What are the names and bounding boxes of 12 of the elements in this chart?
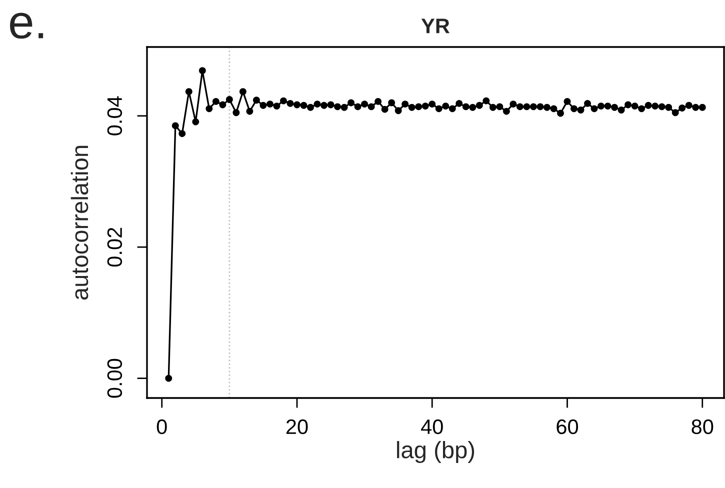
x-tick-label: 0 <box>156 419 167 434</box>
x-axis-title: lag (bp) <box>397 441 474 464</box>
text: e. <box>10 12 44 39</box>
x-tick-label: 60 <box>556 419 578 434</box>
y-axis-title: autocorrelation <box>70 146 88 300</box>
y-tick-label: 0.00 <box>107 358 122 398</box>
x-tick-label: 80 <box>692 419 714 434</box>
chart-title: YR <box>421 18 450 34</box>
x-tick-label: 40 <box>421 419 443 434</box>
x-tick-label: 20 <box>286 419 308 434</box>
y-tick-label: 0.02 <box>107 228 122 267</box>
y-tick-label: 0.04 <box>107 96 122 136</box>
